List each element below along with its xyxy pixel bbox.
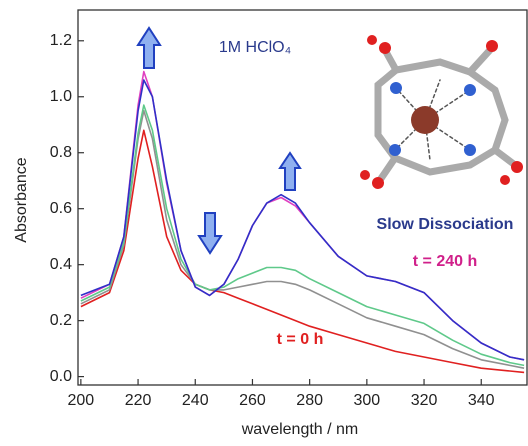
x-tick-label: 320 (411, 392, 438, 409)
x-tick-label: 260 (239, 392, 266, 409)
molecule-illustration (360, 35, 523, 189)
spectrum-line (81, 111, 524, 369)
arrows (138, 28, 300, 253)
up-arrow (138, 28, 160, 68)
annotation: t = 0 h (277, 331, 324, 348)
x-tick-label: 220 (125, 392, 152, 409)
y-tick-label: 1.2 (50, 32, 72, 49)
x-tick-label: 200 (68, 392, 95, 409)
x-tick-label: 340 (468, 392, 495, 409)
y-tick-label: 0.8 (50, 144, 72, 161)
annotation: Slow Dissociation (377, 216, 514, 233)
y-tick-label: 0.0 (50, 368, 72, 385)
y-tick-label: 0.4 (50, 256, 72, 273)
x-tick-label: 300 (353, 392, 380, 409)
x-tick-label: 240 (182, 392, 209, 409)
annotation: t = 240 h (413, 253, 477, 270)
annotation: 1M HClO₄ (219, 39, 291, 56)
y-tick-label: 0.2 (50, 312, 72, 329)
y-tick-label: 1.0 (50, 88, 72, 105)
x-axis-label: wavelength / nm (241, 421, 359, 438)
down-arrow (199, 213, 221, 253)
x-tick-label: 280 (296, 392, 323, 409)
up-arrow (280, 153, 300, 190)
chart: wavelength / nm Absorbance 0.0 0.2 0.4 0.6 0… (0, 0, 528, 446)
y-axis-label: Absorbance (13, 157, 30, 242)
y-tick-label: 0.6 (50, 200, 72, 217)
